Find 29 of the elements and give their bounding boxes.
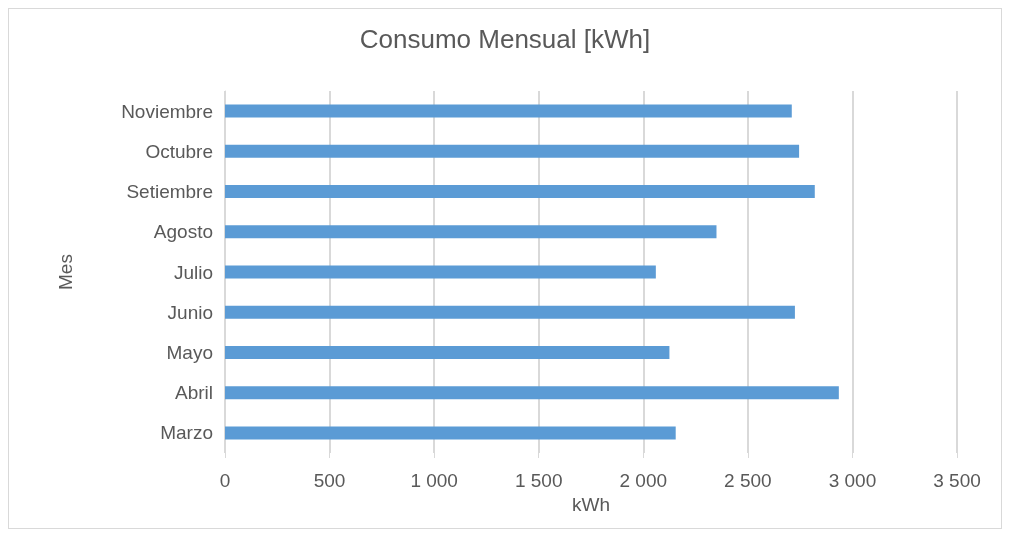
- bar: [225, 265, 656, 279]
- y-tick-label: Junio: [167, 301, 213, 323]
- y-tick-label: Marzo: [160, 422, 213, 444]
- x-tick-label: 1 500: [514, 470, 563, 491]
- x-tick-label: 2 000: [619, 470, 668, 491]
- x-tick-label: 0: [219, 470, 231, 491]
- bar: [225, 345, 670, 359]
- y-tick-label: Julio: [173, 261, 213, 283]
- bar: [225, 225, 717, 239]
- x-tick-label: 500: [313, 470, 346, 491]
- chart-title: Consumo Mensual [kWh]: [359, 24, 651, 54]
- bar: [225, 305, 795, 319]
- x-tick-label: 3 000: [828, 470, 877, 491]
- x-tick-label: 2 500: [724, 470, 772, 491]
- x-tick-label: 1 000: [410, 470, 458, 491]
- y-tick-label: Noviembre: [121, 100, 213, 122]
- y-tick-label: Abril: [174, 382, 213, 404]
- bar: [225, 144, 800, 158]
- x-tick-label: 3 500: [933, 470, 981, 491]
- y-axis-title: Mes: [55, 254, 76, 290]
- y-tick-label: Setiembre: [126, 181, 213, 203]
- y-tick-label: Mayo: [166, 341, 213, 363]
- y-tick-label: Octubre: [145, 140, 213, 162]
- bar: [225, 185, 815, 199]
- bar: [225, 104, 792, 118]
- bar: [225, 426, 676, 440]
- y-tick-label: Agosto: [153, 221, 213, 243]
- x-axis-title: kWh: [572, 493, 610, 515]
- bar: [225, 386, 839, 400]
